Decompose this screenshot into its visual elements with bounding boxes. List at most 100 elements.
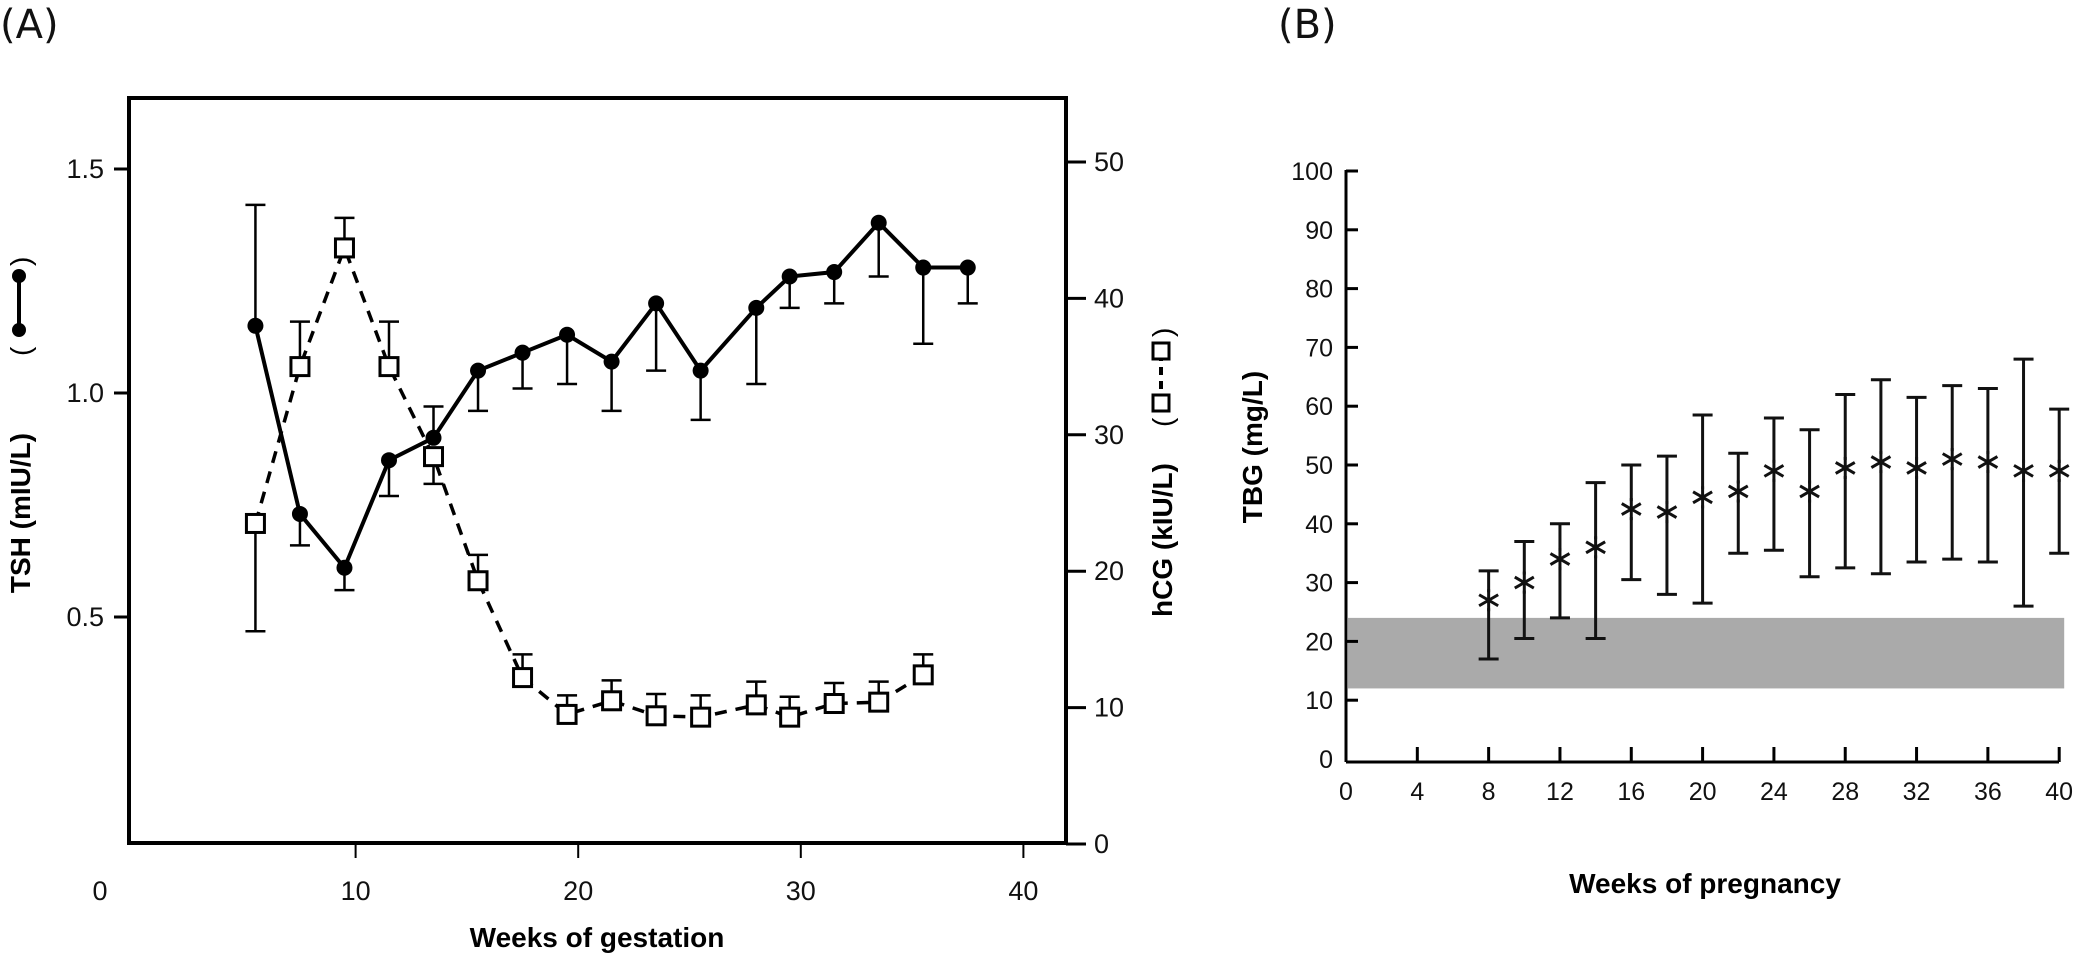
asterisk-stroke xyxy=(1621,502,1642,516)
x-tick-label: 36 xyxy=(1974,778,2002,806)
y-tick-label: 40 xyxy=(1305,511,1333,539)
y-tick-label: 0 xyxy=(1319,746,1333,774)
tbg-point xyxy=(1514,571,1535,594)
y-tick-label: 30 xyxy=(1305,570,1333,598)
hcg-point xyxy=(690,706,712,728)
tsh-point xyxy=(915,259,932,276)
hcg-point xyxy=(912,664,934,686)
tsh-point xyxy=(692,362,709,379)
x-tick-label: 20 xyxy=(563,876,593,906)
tbg-point xyxy=(1870,451,1892,474)
asterisk-stroke xyxy=(1763,464,1785,478)
tsh-point xyxy=(826,264,843,281)
hcg-point xyxy=(601,690,623,712)
legend-paren-close: ) xyxy=(1147,328,1178,337)
tsh-point xyxy=(870,214,887,231)
legend-paren-open: ( xyxy=(5,346,36,356)
x-tick-label: 12 xyxy=(1546,778,1574,806)
chart-a-right-y-title-group: hCG (kIU/L) ( ) xyxy=(1147,328,1178,617)
hcg-point xyxy=(244,512,266,534)
tsh-point xyxy=(603,353,620,370)
tsh-point xyxy=(291,505,308,522)
left-y-tick-label: 1.5 xyxy=(66,154,104,184)
y-tick-label: 10 xyxy=(1305,687,1333,715)
asterisk-stroke xyxy=(1834,461,1856,475)
asterisk-stroke xyxy=(1549,552,1571,566)
asterisk-stroke xyxy=(1727,484,1749,499)
hcg-legend-marker-icon xyxy=(1151,341,1171,361)
chart-a: 0 10 20 30 40 0.5 1.0 1.5 0 10 20 30 40 50 Weeks of… xyxy=(5,96,1178,953)
tsh-point xyxy=(380,452,397,469)
x-tick-label: 16 xyxy=(1617,778,1645,806)
reference-range-band xyxy=(1348,617,2065,689)
chart-a-left-y-title-group: TSH (mIU/L) ( ) xyxy=(5,257,36,593)
chart-a-left-y-title: TSH (mIU/L) xyxy=(5,433,36,593)
tsh-point xyxy=(470,362,487,379)
hcg-point xyxy=(333,237,355,259)
x-tick-label: 8 xyxy=(1482,778,1496,806)
chart-a-right-y-title: hCG (kIU/L) xyxy=(1147,463,1178,617)
asterisk-stroke xyxy=(1799,484,1820,499)
hcg-point xyxy=(868,691,890,713)
hcg-legend-symbol: ( ) xyxy=(1147,328,1178,427)
asterisk-stroke xyxy=(1692,490,1713,505)
asterisk-stroke xyxy=(1585,540,1606,555)
tsh-point xyxy=(648,295,665,312)
chart-a-right-y-ticks: 0 10 20 30 40 50 xyxy=(1066,147,1124,859)
chart-a-left-y-ticks: 0.5 1.0 1.5 xyxy=(66,154,129,632)
asterisk-stroke xyxy=(2048,464,2070,478)
legend-paren-close: ) xyxy=(5,257,36,266)
hcg-point xyxy=(378,356,400,378)
tbg-point xyxy=(1621,498,1642,521)
chart-b-y-ticks: 0 10 20 30 40 50 60 70 80 90 100 xyxy=(1291,158,1358,774)
tbg-point xyxy=(1478,589,1499,612)
tsh-point xyxy=(425,429,442,446)
tbg-point xyxy=(2048,459,2070,482)
tsh-legend-symbol: ( ) xyxy=(5,257,36,356)
right-y-tick-label: 30 xyxy=(1094,420,1124,450)
chart-b-x-axis-title: Weeks of pregnancy xyxy=(1569,868,1841,899)
tbg-point xyxy=(1834,456,1856,479)
panel-a-label: (A) xyxy=(0,2,59,48)
asterisk-stroke xyxy=(1906,461,1927,475)
asterisk-stroke xyxy=(1478,593,1499,608)
hcg-point xyxy=(556,703,578,725)
asterisk-stroke xyxy=(1941,452,1963,466)
tsh-point xyxy=(559,326,576,343)
y-tick-label: 70 xyxy=(1305,334,1333,362)
tbg-point xyxy=(1763,459,1785,482)
tbg-point xyxy=(1727,480,1749,503)
tsh-point xyxy=(336,559,353,576)
asterisk-stroke xyxy=(1514,575,1535,590)
tbg-point xyxy=(1977,451,1999,474)
tbg-point xyxy=(1549,548,1571,571)
right-y-tick-label: 20 xyxy=(1094,556,1124,586)
hcg-point xyxy=(467,570,489,592)
left-y-tick-label: 0.5 xyxy=(66,602,104,632)
right-y-tick-label: 0 xyxy=(1094,829,1109,859)
right-y-tick-label: 50 xyxy=(1094,147,1124,177)
hcg-point xyxy=(289,356,311,378)
chart-b-x-ticks: 0 4 8 12 16 20 24 28 32 36 40 xyxy=(1339,747,2073,806)
hcg-point xyxy=(779,706,801,728)
y-tick-label: 100 xyxy=(1291,158,1333,186)
y-tick-label: 80 xyxy=(1305,276,1333,304)
tsh-point xyxy=(247,317,264,334)
chart-b-y-axis-title: TBG (mg/L) xyxy=(1237,371,1268,523)
tsh-point xyxy=(781,268,798,285)
tbg-point xyxy=(1585,536,1606,559)
hcg-point xyxy=(823,693,845,715)
tbg-point xyxy=(1799,480,1820,503)
left-y-tick-label: 1.0 xyxy=(66,378,104,408)
chart-b: 0 4 8 12 16 20 24 28 32 36 40 0 10 20 30 40 50 60 70 80 90 1… xyxy=(1237,158,2073,899)
right-y-tick-label: 10 xyxy=(1094,693,1124,723)
x-tick-label: 0 xyxy=(92,876,107,906)
hcg-series-line xyxy=(253,242,925,719)
hcg-legend-marker-icon xyxy=(1151,393,1171,413)
x-tick-label: 20 xyxy=(1689,778,1717,806)
hcg-point xyxy=(645,705,667,727)
y-tick-label: 90 xyxy=(1305,217,1333,245)
tsh-point xyxy=(514,344,531,361)
hcg-point xyxy=(512,667,534,689)
